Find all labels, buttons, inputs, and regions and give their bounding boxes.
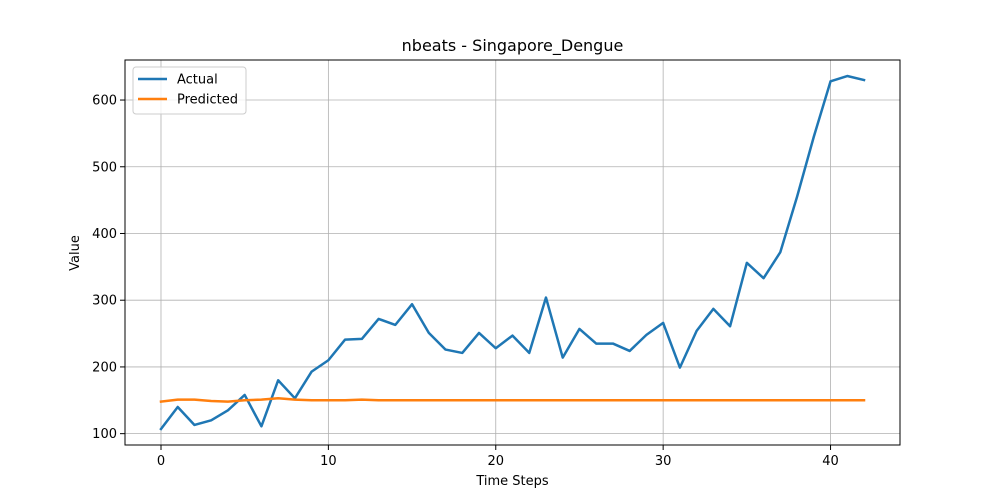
x-tick-label: 40 — [822, 454, 839, 469]
y-tick-label: 600 — [92, 94, 117, 109]
x-tick-label: 10 — [320, 454, 337, 469]
series-line-predicted — [159, 397, 866, 404]
x-tick-label: 30 — [655, 454, 672, 469]
plot-frame — [124, 59, 901, 446]
y-axis-label: Value — [68, 235, 83, 271]
y-tick-label: 100 — [92, 427, 117, 442]
series-line-actual — [159, 74, 866, 431]
legend-label-predicted: Predicted — [177, 93, 238, 108]
y-tick-label: 200 — [92, 360, 117, 375]
y-tick-label: 300 — [92, 294, 117, 309]
legend-label-actual: Actual — [177, 73, 218, 88]
chart-title: nbeats - Singapore_Dengue — [402, 36, 624, 56]
y-tick-label: 500 — [92, 160, 117, 175]
x-axis: 0 10 20 30 40 — [157, 445, 839, 469]
x-tick-label: 20 — [487, 454, 504, 469]
x-tick-label: 0 — [157, 454, 165, 469]
x-axis-label: Time Steps — [475, 474, 549, 489]
series-layer — [159, 74, 866, 431]
y-axis: 100 200 300 400 500 600 — [92, 94, 125, 442]
grid — [125, 60, 900, 445]
legend: Actual Predicted — [132, 66, 247, 115]
y-tick-label: 400 — [92, 227, 117, 242]
